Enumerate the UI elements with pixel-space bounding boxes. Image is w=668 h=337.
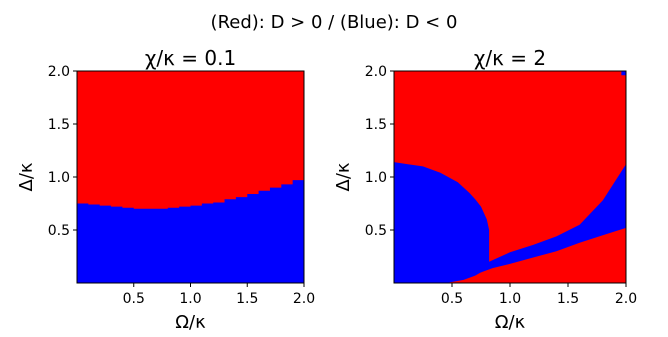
x-tick-label: 2.0 xyxy=(615,291,637,307)
x-axis-label: Ω/κ xyxy=(175,312,206,333)
region-d-negative-lobe xyxy=(394,162,490,283)
region-d-negative-corner xyxy=(621,71,626,76)
y-tick-label: 2.0 xyxy=(365,64,387,80)
x-axis-label: Ω/κ xyxy=(495,312,526,333)
x-tick-label: 2.0 xyxy=(293,291,315,307)
x-tick-label: 1.5 xyxy=(557,291,579,307)
region-d-negative xyxy=(77,177,304,283)
y-tick-label: 0.5 xyxy=(48,223,70,239)
x-tick-label: 0.5 xyxy=(441,291,463,307)
x-tick-label: 1.5 xyxy=(236,291,258,307)
x-tick-label: 0.5 xyxy=(123,291,145,307)
y-tick-label: 0.5 xyxy=(365,223,387,239)
x-tick-label: 1.0 xyxy=(499,291,521,307)
panel-2: χ/κ = 2 0.5 1.0 1.5 2.0 0.5 1.0 1.5 2.0 Ω/κ Δ/κ xyxy=(333,46,637,333)
panel-title: χ/κ = 2 xyxy=(474,46,546,70)
y-tick-label: 1.5 xyxy=(365,117,387,133)
y-axis-label: Δ/κ xyxy=(333,162,354,191)
figure-title: (Red): D > 0 / (Blue): D < 0 xyxy=(211,12,458,33)
panel-title: χ/κ = 0.1 xyxy=(145,46,236,70)
y-tick-label: 1.5 xyxy=(48,117,70,133)
y-tick-label: 1.0 xyxy=(365,170,387,186)
region-d-negative-band xyxy=(475,164,626,275)
heatmap-area xyxy=(394,71,626,283)
panels: χ/κ = 0.10.5 1.0 1.5 2.00.51.01.52.0Ω/κΔ/κχ… xyxy=(16,46,637,333)
panel-1: χ/κ = 0.1 0.5 1.0 1.5 2.0 0.5 1.0 1.5 2.0 Ω/κ Δ/κ xyxy=(16,46,315,333)
heatmap-area xyxy=(77,71,304,283)
x-tick-label: 1.0 xyxy=(179,291,201,307)
y-axis-label: Δ/κ xyxy=(16,162,37,191)
y-tick-label: 1.0 xyxy=(48,170,70,186)
y-tick-label: 2.0 xyxy=(48,64,70,80)
